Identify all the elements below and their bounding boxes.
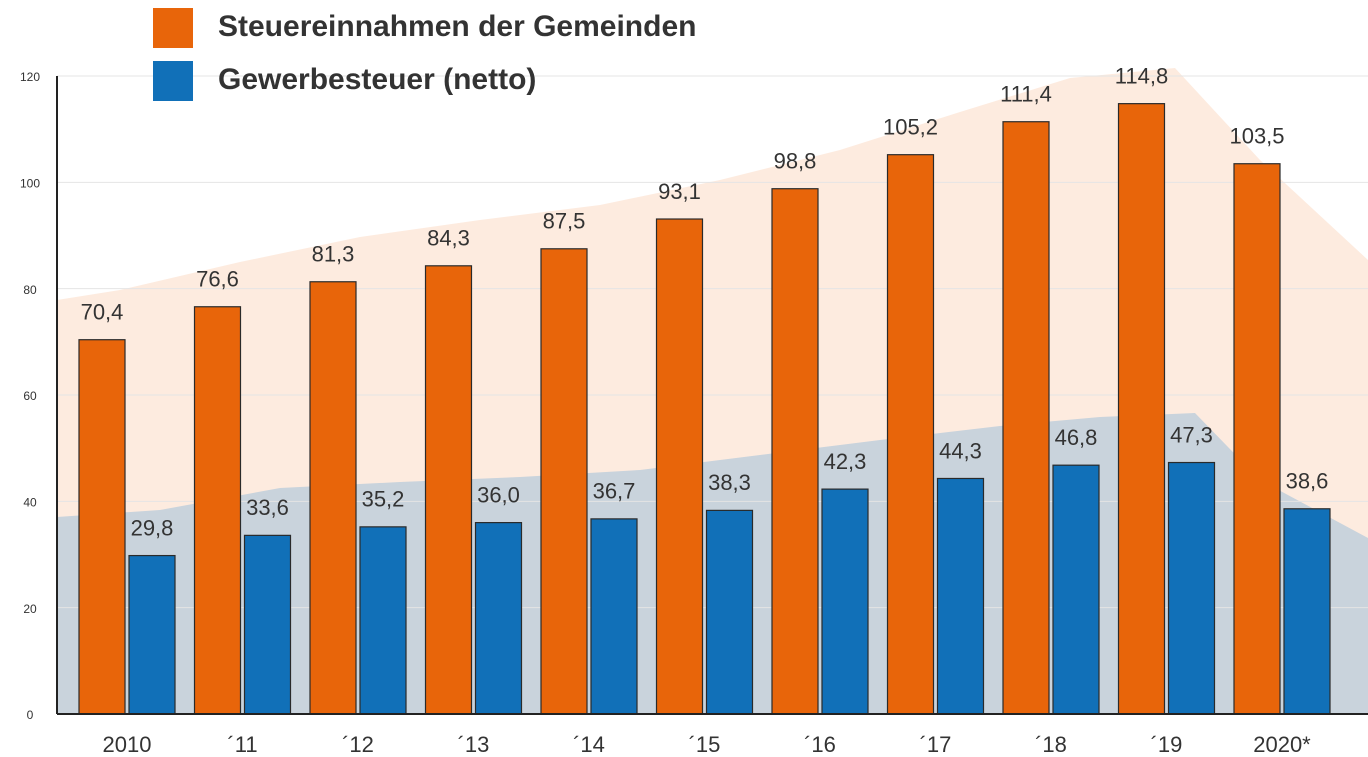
data-label: 105,2: [883, 114, 938, 139]
bar: [128, 554, 176, 715]
y-tick-label: 20: [23, 602, 37, 616]
legend-swatch: [153, 8, 193, 48]
x-tick-label: ´12: [342, 732, 374, 757]
bar: [243, 534, 292, 715]
x-tick-label: ´19: [1151, 732, 1183, 757]
bar: [1167, 461, 1216, 715]
data-label: 42,3: [824, 449, 867, 474]
data-label: 87,5: [543, 209, 586, 234]
bar: [359, 526, 407, 715]
x-tick-label: ´16: [804, 732, 836, 757]
bar: [936, 477, 985, 715]
bar: [705, 509, 754, 715]
legend-label: Gewerbesteuer (netto): [218, 63, 536, 96]
y-tick-label: 40: [23, 496, 37, 510]
data-label: 44,3: [939, 438, 982, 463]
data-label: 103,5: [1229, 124, 1284, 149]
data-label: 70,4: [81, 300, 124, 325]
bar: [771, 188, 819, 715]
x-tick-label: 2010: [103, 732, 152, 757]
x-tick-label: ´15: [689, 732, 721, 757]
bar: [886, 154, 935, 715]
data-label: 93,1: [658, 179, 701, 204]
y-tick-label: 0: [27, 708, 34, 722]
x-tick-label: ´11: [227, 732, 257, 757]
data-label: 114,8: [1115, 63, 1168, 88]
data-label: 33,6: [246, 495, 289, 520]
data-label: 38,3: [708, 470, 751, 495]
bar: [1002, 121, 1050, 715]
x-tick-label: ´18: [1035, 732, 1067, 757]
x-tick-label: ´17: [920, 732, 952, 757]
data-label: 84,3: [427, 226, 470, 251]
data-label: 29,8: [131, 515, 174, 540]
data-label: 35,2: [362, 487, 405, 512]
y-tick-label: 60: [23, 389, 37, 403]
legend-swatch: [153, 61, 193, 101]
bar: [309, 281, 357, 715]
bar: [193, 306, 242, 715]
legend-label: Steuereinnahmen der Gemeinden: [218, 10, 696, 43]
bar: [1283, 508, 1331, 715]
bar: [1052, 464, 1100, 715]
bar: [1233, 163, 1281, 715]
x-tick-label: ´14: [573, 732, 605, 757]
bar: [78, 339, 126, 715]
data-label: 81,3: [312, 242, 355, 267]
data-label: 46,8: [1055, 425, 1098, 450]
bar: [1117, 103, 1166, 715]
y-tick-label: 120: [20, 70, 40, 84]
marks: 70,4 29,8 76,6 33,6 81,3 35,2 84,3 36,0 87,5 36,7…: [78, 63, 1331, 715]
x-tick-label: ´13: [458, 732, 490, 757]
data-label: 98,8: [774, 149, 817, 174]
bar: [821, 488, 869, 715]
data-label: 76,6: [196, 267, 239, 292]
bar: [474, 521, 523, 715]
bar: [655, 218, 704, 715]
data-label: 38,6: [1286, 469, 1329, 494]
bar: [590, 518, 638, 715]
data-label: 36,7: [593, 479, 636, 504]
y-tick-label: 80: [23, 283, 37, 297]
bar: [540, 248, 588, 715]
data-label: 111,4: [1000, 82, 1052, 107]
bar: [424, 265, 473, 715]
x-tick-label: 2020*: [1253, 732, 1311, 757]
y-tick-label: 100: [20, 177, 40, 191]
data-label: 47,3: [1170, 422, 1213, 447]
data-label: 36,0: [477, 482, 520, 507]
